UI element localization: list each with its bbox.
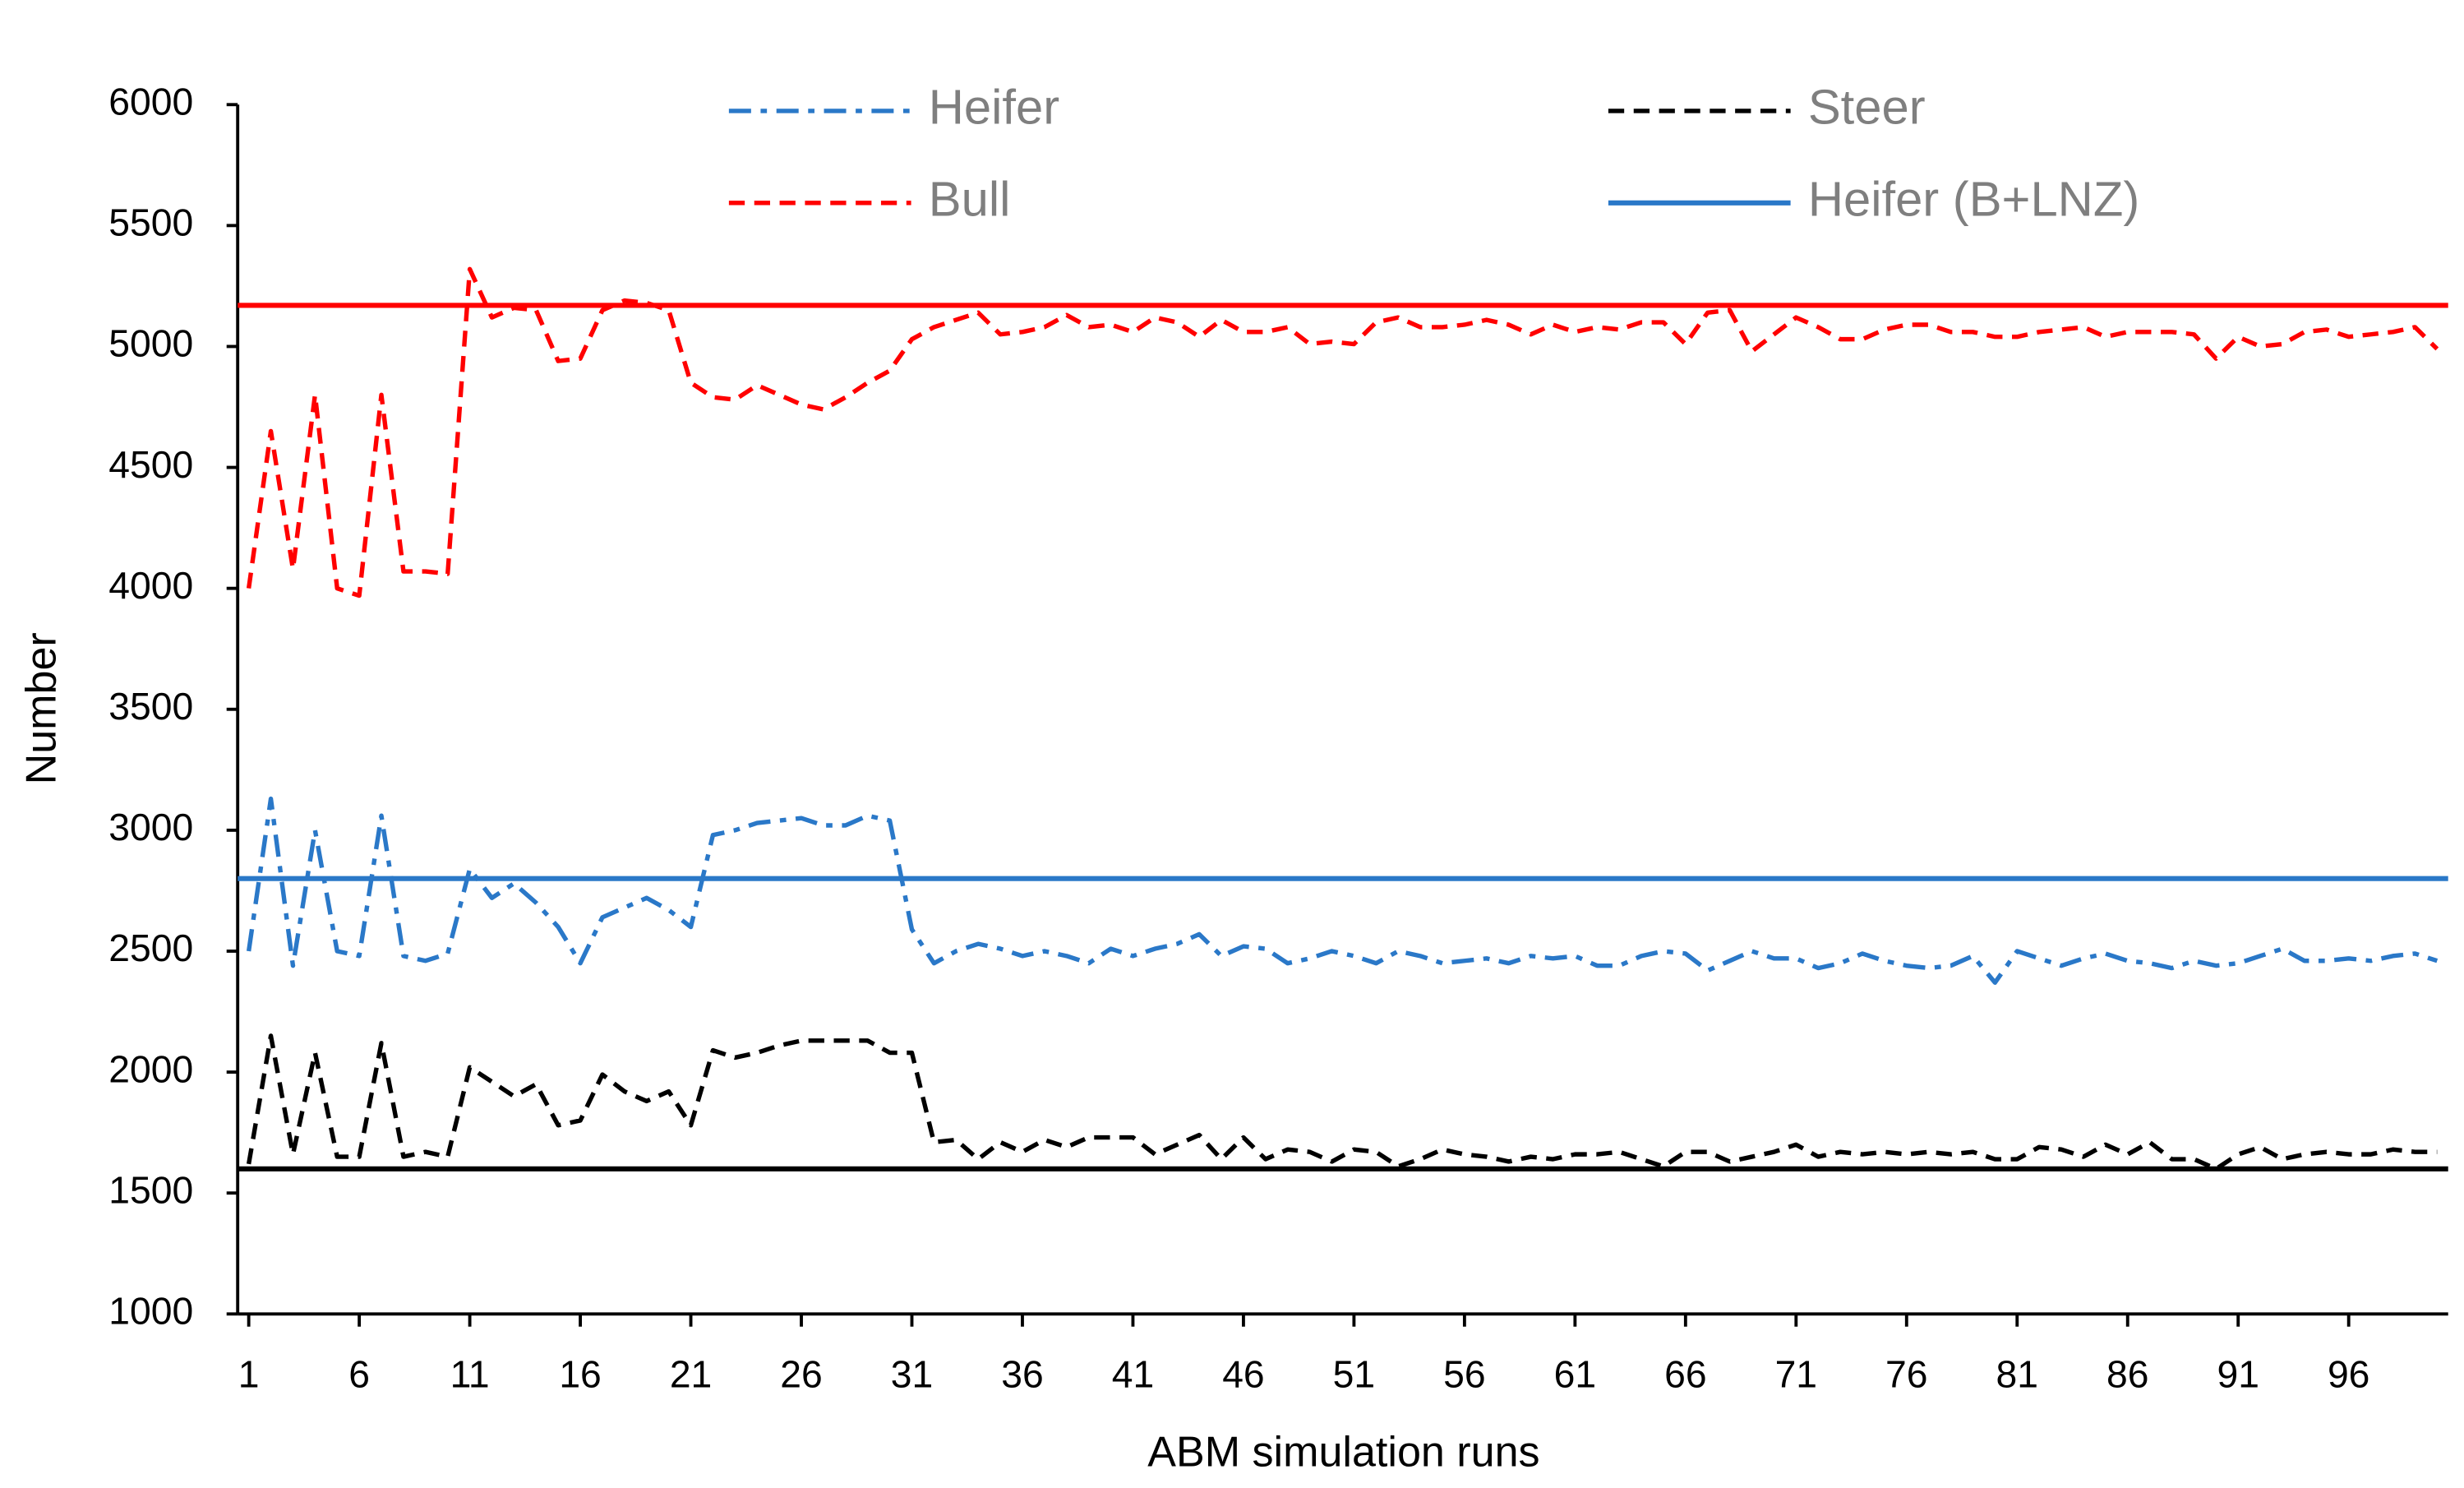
x-tick-label: 76: [1885, 1353, 1927, 1396]
x-tick-label: 51: [1333, 1353, 1375, 1396]
y-tick-label: 1000: [108, 1290, 193, 1333]
y-axis-title: Number: [18, 632, 66, 784]
x-axis-title: ABM simulation runs: [1147, 1429, 1539, 1476]
x-tick-label: 41: [1112, 1353, 1154, 1396]
x-tick-label: 21: [670, 1353, 712, 1396]
y-tick-label: 5500: [108, 201, 193, 244]
x-tick-label: 16: [559, 1353, 601, 1396]
y-tick-label: 1500: [108, 1168, 193, 1211]
y-tick-label: 6000: [108, 80, 193, 122]
y-tick-label: 3500: [108, 685, 193, 728]
legend-label: Bull: [929, 172, 1011, 227]
y-tick-label: 4500: [108, 443, 193, 486]
x-tick-label: 61: [1554, 1353, 1596, 1396]
y-tick-label: 5000: [108, 322, 193, 365]
x-tick-label: 46: [1222, 1353, 1264, 1396]
x-tick-label: 1: [238, 1353, 260, 1396]
series-line: [246, 266, 2439, 598]
legend-label: Heifer: [929, 80, 1059, 135]
x-tick-label: 56: [1443, 1353, 1485, 1396]
x-tick-label: 81: [1996, 1353, 2038, 1396]
y-tick-label: 2000: [108, 1047, 193, 1090]
x-tick-label: 91: [2217, 1353, 2259, 1396]
series-line: [246, 796, 2439, 985]
y-tick-label: 3000: [108, 806, 193, 848]
x-tick-label: 31: [891, 1353, 933, 1396]
x-tick-label: 36: [1001, 1353, 1043, 1396]
x-tick-label: 11: [450, 1353, 490, 1396]
legend-label: Steer: [1808, 80, 1926, 135]
x-tick-label: 96: [2328, 1353, 2369, 1396]
x-tick-label: 26: [780, 1353, 822, 1396]
legend-label: Heifer (B+LNZ): [1808, 172, 2139, 227]
x-tick-label: 86: [2106, 1353, 2148, 1396]
y-tick-label: 2500: [108, 927, 193, 969]
x-tick-label: 71: [1775, 1353, 1817, 1396]
x-tick-label: 66: [1664, 1353, 1706, 1396]
y-tick-label: 4000: [108, 564, 193, 607]
series-line: [246, 1033, 2438, 1171]
x-tick-label: 6: [348, 1353, 370, 1396]
